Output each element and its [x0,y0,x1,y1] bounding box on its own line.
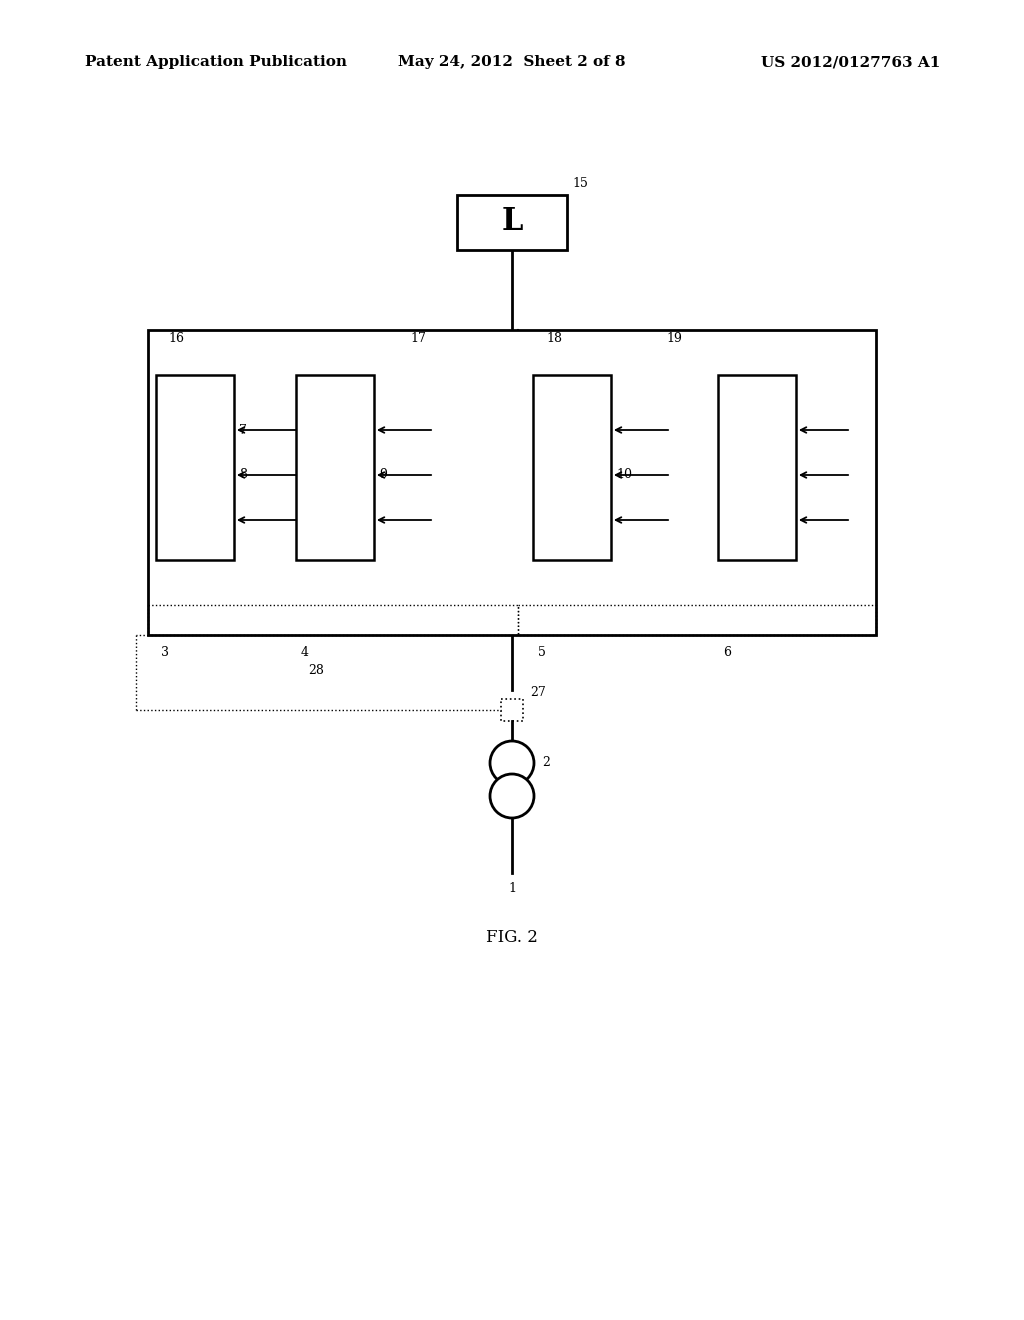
Text: 17: 17 [410,331,426,345]
Text: 19: 19 [666,331,682,345]
Text: 2: 2 [542,756,550,770]
Text: 9: 9 [379,469,387,482]
Text: 16: 16 [168,331,184,345]
Bar [534,375,611,560]
Bar [518,605,876,635]
Bar [457,195,567,249]
Text: 5: 5 [538,647,546,660]
Bar [296,375,374,560]
Text: Patent Application Publication: Patent Application Publication [85,55,347,69]
Text: 15: 15 [572,177,588,190]
Text: 8: 8 [239,469,247,482]
Text: 7: 7 [239,424,247,437]
Bar [148,330,876,635]
Bar [726,367,804,552]
Bar [148,605,518,635]
Bar [734,359,812,544]
Text: 27: 27 [530,685,546,698]
Circle shape [490,741,534,785]
Text: 10: 10 [616,469,632,482]
Text: 18: 18 [546,331,562,345]
Bar [718,375,796,560]
Text: 3: 3 [161,647,169,660]
Bar [156,375,234,560]
Text: May 24, 2012  Sheet 2 of 8: May 24, 2012 Sheet 2 of 8 [398,55,626,69]
Bar [742,351,820,536]
Text: 4: 4 [301,647,309,660]
Text: 6: 6 [723,647,731,660]
Text: 28: 28 [308,664,324,676]
Text: FIG. 2: FIG. 2 [486,929,538,946]
Bar [501,700,523,721]
Text: US 2012/0127763 A1: US 2012/0127763 A1 [761,55,940,69]
Text: 1: 1 [508,882,516,895]
Circle shape [490,774,534,818]
Text: L: L [502,206,522,238]
